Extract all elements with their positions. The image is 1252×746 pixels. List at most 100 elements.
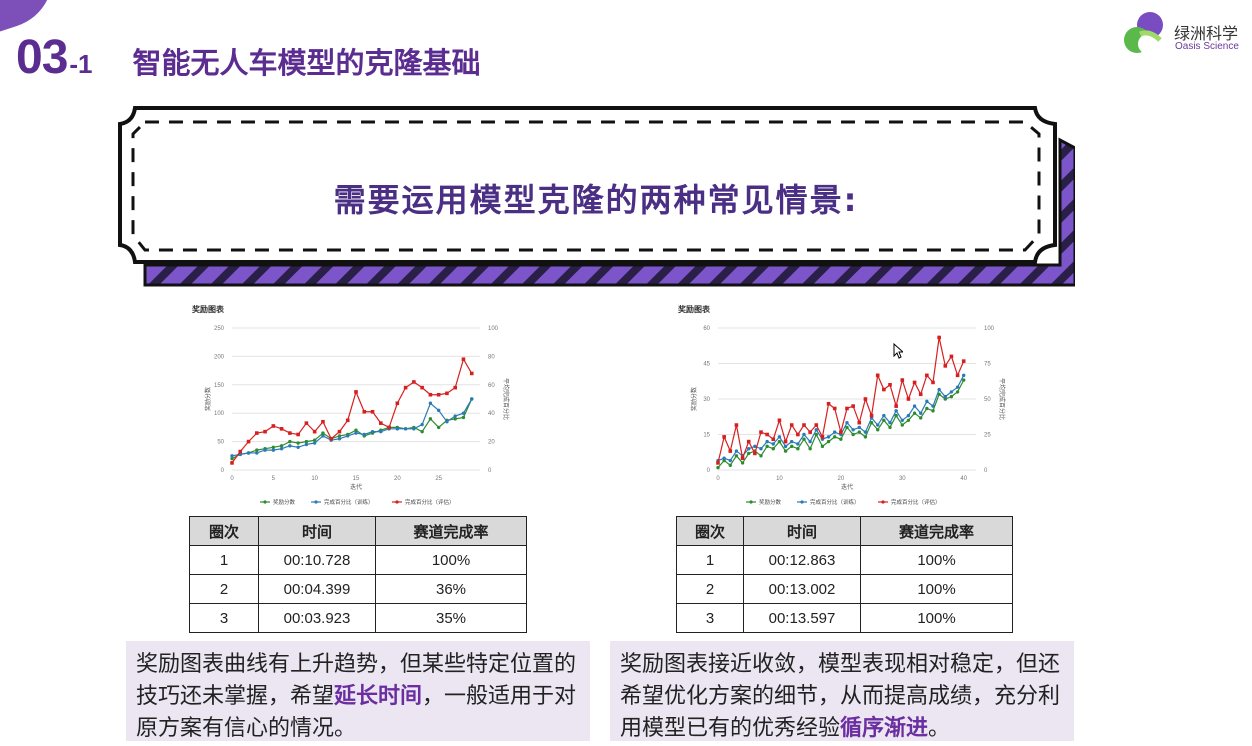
data-point — [851, 428, 855, 432]
table-header-row: 圈次 时间 赛道完成率 — [676, 516, 1013, 546]
y-tick-label: 0 — [707, 468, 711, 474]
legend-label: 完成百分比（训练） — [324, 498, 374, 506]
data-point — [445, 420, 449, 424]
data-point — [722, 456, 726, 460]
data-point — [728, 458, 732, 463]
data-point — [230, 456, 234, 461]
data-point — [955, 385, 960, 389]
data-point — [230, 461, 234, 465]
data-point — [296, 441, 300, 445]
cell-completion: 100% — [860, 545, 1013, 575]
y-tick-label: 60 — [703, 326, 710, 332]
data-point — [789, 423, 794, 427]
data-point — [288, 439, 292, 444]
data-point — [826, 435, 831, 439]
data-point — [783, 439, 788, 444]
data-point — [304, 442, 309, 447]
table-row: 1 00:12.863 100% — [676, 545, 1013, 575]
data-point — [753, 444, 757, 449]
data-point — [955, 390, 960, 394]
right-lap-table: 圈次 时间 赛道完成率 1 00:12.863 100% 2 00:13.002… — [676, 516, 1013, 633]
data-point — [777, 435, 782, 439]
data-point — [722, 435, 726, 439]
mouse-pointer-icon — [893, 343, 903, 359]
y-tick-label: 150 — [214, 383, 225, 389]
data-point — [955, 373, 960, 378]
y2-tick-label: 0 — [488, 468, 492, 474]
cell-completion: 36% — [375, 574, 527, 604]
table-row: 1 00:10.728 100% — [189, 545, 527, 575]
cell-lap: 2 — [189, 574, 259, 604]
data-point — [802, 432, 806, 437]
data-point — [882, 418, 886, 422]
data-point — [453, 417, 457, 421]
y-axis-label: 奖励分数 — [204, 387, 212, 411]
section-number: 03 — [16, 31, 68, 84]
x-tick-label: 0 — [716, 476, 720, 482]
data-point — [312, 441, 317, 445]
data-point — [403, 427, 408, 431]
data-point — [833, 430, 837, 434]
data-point — [876, 428, 880, 432]
banner-heading: 需要运用模型克隆的两种常见情景: — [333, 181, 859, 219]
x-tick-label: 5 — [272, 476, 276, 482]
legend-label: 奖励分数 — [273, 498, 296, 506]
data-point — [783, 449, 788, 453]
data-point — [771, 447, 775, 451]
data-point — [765, 432, 769, 437]
x-tick-label: 30 — [899, 476, 906, 482]
data-point — [777, 418, 782, 423]
note-text: 奖励图表曲线有上升趋势，但某些特定位置的技巧还未掌握，希望 — [136, 652, 577, 709]
data-point — [882, 387, 886, 392]
y2-tick-label: 20 — [488, 440, 495, 446]
y-tick-label: 200 — [214, 354, 225, 360]
data-point — [949, 390, 954, 394]
data-point — [919, 411, 923, 415]
data-point — [759, 430, 763, 434]
data-point — [900, 378, 905, 382]
data-point — [962, 378, 966, 382]
data-point — [246, 439, 251, 444]
y-axis-label: 奖励分数 — [690, 387, 698, 411]
data-point — [777, 439, 782, 444]
x-axis-label: 迭代 — [841, 483, 853, 491]
data-point — [436, 425, 441, 430]
legend-marker — [395, 500, 399, 504]
data-point — [796, 442, 800, 446]
data-point — [420, 422, 424, 427]
x-tick-label: 15 — [353, 476, 360, 482]
data-point — [802, 437, 806, 441]
data-point — [839, 430, 843, 434]
data-point — [759, 447, 763, 451]
data-point — [387, 425, 391, 430]
data-point — [937, 335, 941, 340]
legend-label: 奖励分数 — [759, 498, 782, 506]
y2-axis-label: 平均完成百分比 — [998, 378, 1006, 420]
cell-time: 00:13.597 — [743, 603, 861, 633]
legend-label: 完成百分比（评估） — [405, 498, 455, 506]
data-point — [943, 394, 947, 399]
data-point — [851, 404, 855, 408]
data-point — [826, 401, 831, 406]
data-point — [826, 439, 831, 444]
x-tick-label: 20 — [394, 476, 401, 482]
data-point — [238, 449, 243, 454]
y-tick-label: 0 — [221, 468, 225, 474]
right-chart-title: 奖励图表 — [678, 305, 710, 314]
table-header-row: 圈次 时间 赛道完成率 — [189, 516, 527, 546]
data-point — [949, 394, 954, 399]
data-point — [962, 373, 966, 378]
data-point — [379, 421, 383, 425]
data-point — [255, 448, 259, 452]
data-point — [863, 430, 868, 434]
data-point — [288, 431, 292, 435]
legend-label: 完成百分比（训练） — [810, 498, 860, 506]
cell-time: 00:03.923 — [258, 603, 376, 633]
legend-marker — [263, 500, 267, 504]
data-point — [894, 409, 898, 413]
x-tick-label: 0 — [230, 476, 234, 482]
data-point — [420, 385, 424, 390]
data-point — [436, 392, 441, 397]
data-point — [820, 444, 825, 449]
data-point — [845, 406, 849, 411]
